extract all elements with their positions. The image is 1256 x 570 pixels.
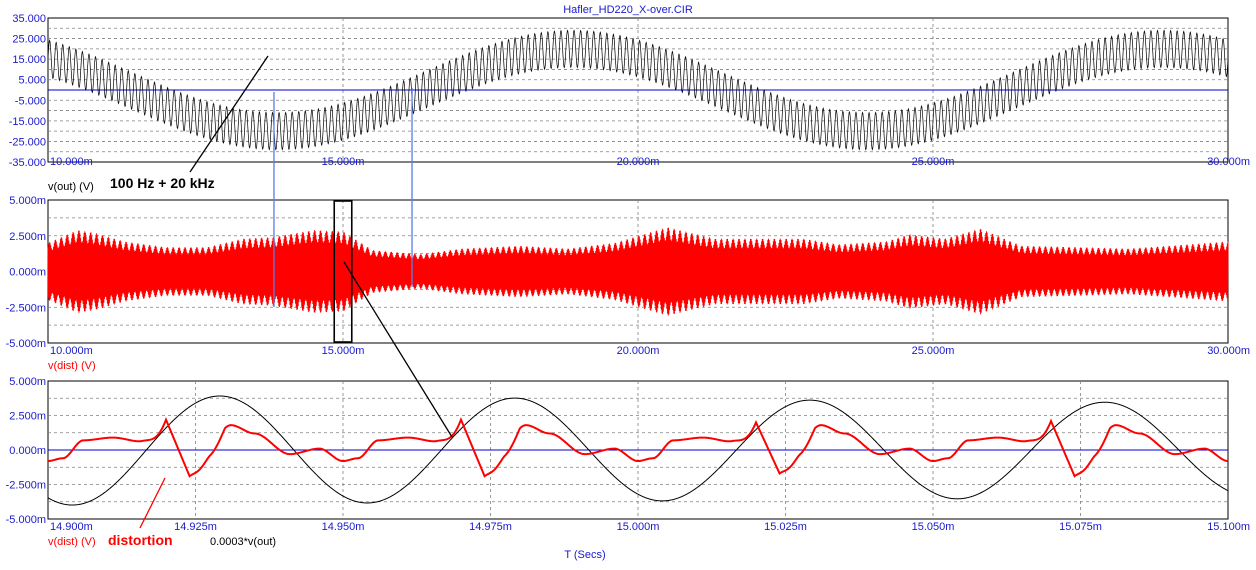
y-tick-label: 0.000m: [9, 445, 46, 457]
x-tick-label: 14.900m: [50, 521, 93, 533]
x-tick-label: 15.000m: [617, 521, 660, 533]
distortion-annotation: distortion: [108, 532, 173, 548]
sum-frequency-annotation: 100 Hz + 20 kHz: [110, 175, 215, 191]
y-tick-label: -5.000: [15, 95, 46, 107]
series-line-scaled-vout: [47, 395, 1229, 506]
y-tick-label: 5.000: [18, 75, 46, 87]
x-tick-label: 14.975m: [469, 521, 512, 533]
x-tick-label: 25.000m: [912, 345, 955, 357]
sum-annotation-arrow: [189, 55, 269, 173]
y-tick-label: -5.000m: [6, 514, 46, 526]
y-tick-label: -5.000m: [6, 338, 46, 350]
x-tick-label: 20.000m: [617, 345, 660, 357]
series-label-vdist-middle: v(dist) (V): [48, 360, 96, 372]
x-tick-label: 15.025m: [764, 521, 807, 533]
series-line-vdist-band: [47, 227, 1229, 316]
x-tick-label: 10.000m: [50, 345, 93, 357]
zoom-box: [333, 200, 353, 343]
series-line-vdist-distortion: [47, 416, 1229, 478]
x-tick-label: 30.000m: [1207, 156, 1250, 168]
x-tick-label: 10.000m: [50, 156, 93, 168]
x-tick-label: 15.000m: [322, 156, 365, 168]
zoom-connector-line: [343, 261, 453, 438]
y-tick-label: 5.000m: [9, 195, 46, 207]
x-tick-label: 25.000m: [912, 156, 955, 168]
y-tick-label: 35.000: [12, 13, 46, 25]
series-label-vdist-bottom: v(dist) (V): [48, 536, 96, 548]
series-label-vout: v(out) (V): [48, 181, 94, 193]
x-axis-title: T (Secs): [564, 549, 605, 561]
series-line-vout: [47, 29, 1229, 151]
y-tick-label: 2.500m: [9, 231, 46, 243]
y-tick-label: -25.000: [9, 136, 46, 148]
y-tick-label: 15.000: [12, 54, 46, 66]
x-tick-label: 20.000m: [617, 156, 660, 168]
y-tick-label: -2.500m: [6, 480, 46, 492]
x-tick-label: 15.075m: [1059, 521, 1102, 533]
y-tick-label: 2.500m: [9, 411, 46, 423]
x-tick-label: 15.100m: [1207, 521, 1250, 533]
y-tick-label: -2.500m: [6, 302, 46, 314]
series-label-scaled-vout: 0.0003*v(out): [210, 536, 276, 548]
x-tick-label: 15.050m: [912, 521, 955, 533]
x-tick-label: 14.950m: [322, 521, 365, 533]
x-tick-label: 14.925m: [174, 521, 217, 533]
y-tick-label: -35.000: [9, 157, 46, 169]
y-tick-label: 25.000: [12, 34, 46, 46]
y-tick-label: 0.000m: [9, 267, 46, 279]
y-tick-label: 5.000m: [9, 376, 46, 388]
x-tick-label: 15.000m: [322, 345, 365, 357]
x-tick-label: 30.000m: [1207, 345, 1250, 357]
distortion-annotation-arrow: [139, 477, 166, 529]
y-tick-label: -15.000: [9, 116, 46, 128]
chart-title: Hafler_HD220_X-over.CIR: [563, 4, 693, 16]
